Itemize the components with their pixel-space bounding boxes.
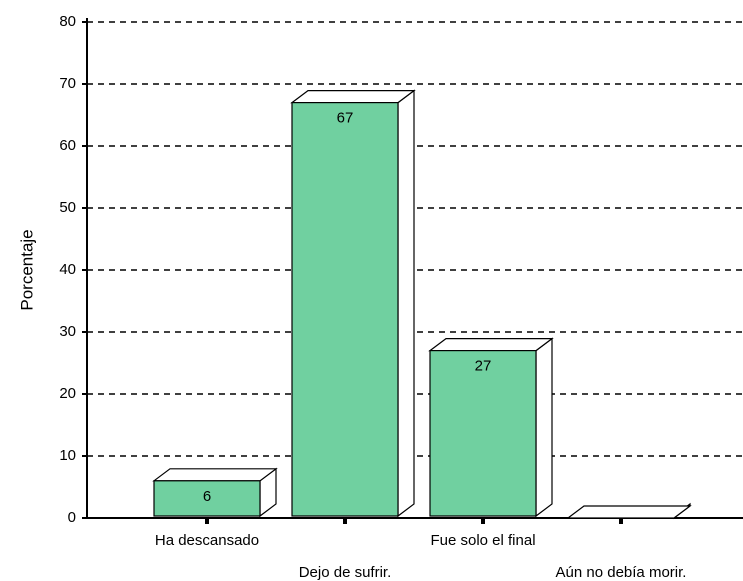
y-tick-label: 0 bbox=[68, 509, 76, 526]
bar-top bbox=[428, 338, 554, 352]
x-tick-label: Ha descansado bbox=[155, 532, 259, 549]
y-tick-label: 20 bbox=[59, 385, 76, 402]
value-label: 27 bbox=[475, 358, 492, 375]
x-tick bbox=[619, 519, 623, 524]
bar-side bbox=[535, 337, 553, 518]
x-tick-label: Fue solo el final bbox=[430, 532, 535, 549]
x-tick bbox=[481, 519, 485, 524]
y-tick-label: 60 bbox=[59, 137, 76, 154]
y-tick-label: 30 bbox=[59, 323, 76, 340]
bar-side bbox=[397, 89, 415, 518]
bar-top bbox=[290, 89, 416, 104]
bar bbox=[291, 101, 399, 517]
bar-top bbox=[152, 468, 278, 482]
x-tick bbox=[343, 519, 347, 524]
bar-top bbox=[566, 505, 692, 519]
x-tick bbox=[205, 519, 209, 524]
value-label: 67 bbox=[337, 110, 354, 127]
y-tick-label: 80 bbox=[59, 13, 76, 30]
x-tick-label: Dejo de sufrir. bbox=[299, 564, 392, 581]
y-tick-label: 70 bbox=[59, 75, 76, 92]
y-axis-label: Porcentaje bbox=[17, 229, 36, 310]
x-tick-label: Aún no debía morir. bbox=[556, 564, 687, 581]
y-tick-label: 40 bbox=[59, 261, 76, 278]
y-tick-label: 10 bbox=[59, 447, 76, 464]
bar bbox=[429, 350, 537, 517]
bar bbox=[153, 480, 261, 517]
value-label: 6 bbox=[203, 488, 211, 505]
y-tick-label: 50 bbox=[59, 199, 76, 216]
